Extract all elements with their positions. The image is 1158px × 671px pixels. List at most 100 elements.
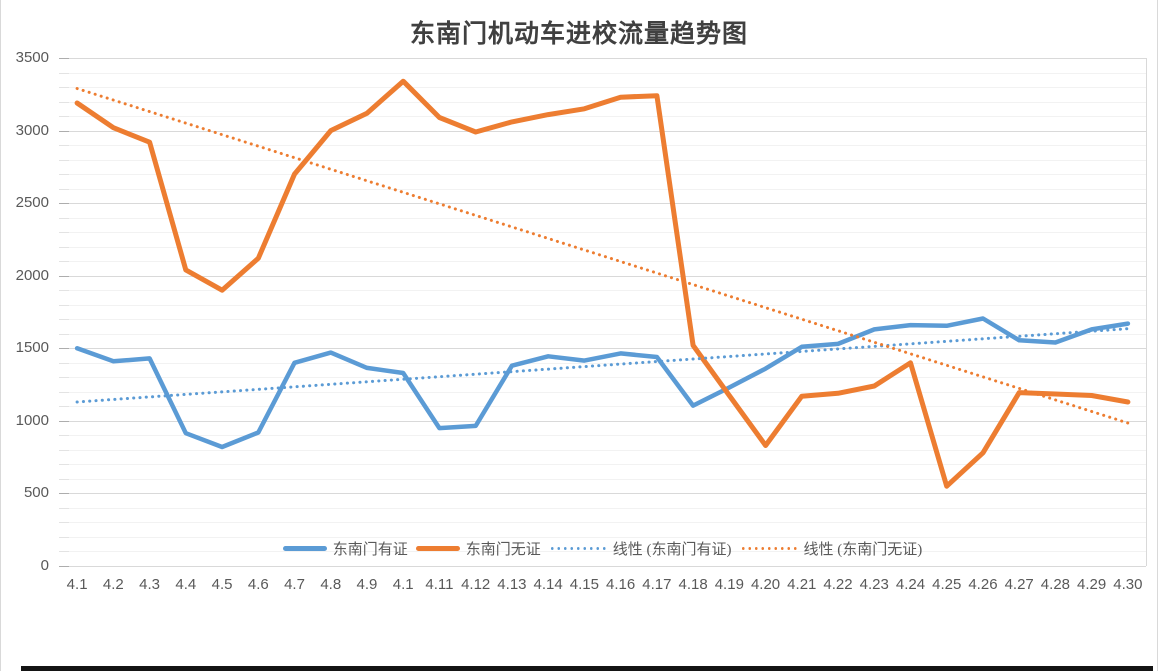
y-tick-mark <box>59 130 69 132</box>
series-line-trend-blue <box>75 327 1130 404</box>
x-tick-label: 4.1 <box>392 576 414 593</box>
x-tick-label: 4.23 <box>859 576 889 593</box>
y-tick-mark <box>59 58 69 59</box>
minor-gridline <box>59 449 1146 451</box>
legend: 东南门有证 东南门无证 线性 (东南门有证) 线性 (东南门无证) <box>59 537 1146 559</box>
x-tick-label: 4.3 <box>139 576 161 593</box>
minor-gridline <box>59 261 1146 263</box>
y-tick-mark <box>59 174 69 176</box>
x-tick-label: 4.19 <box>714 576 744 593</box>
x-tick-label: 4.1 <box>66 576 88 593</box>
y-tick-mark <box>59 275 69 277</box>
y-tick-mark <box>59 188 69 190</box>
minor-gridline <box>59 116 1146 118</box>
minor-gridline <box>59 159 1146 161</box>
y-tick-mark <box>59 449 69 451</box>
minor-gridline <box>59 188 1146 190</box>
major-gridline <box>59 58 1146 59</box>
y-tick-mark <box>59 87 69 89</box>
major-gridline <box>59 420 1146 422</box>
y-tick-label: 2000 <box>15 266 49 284</box>
series-line-blue <box>74 316 1131 450</box>
legend-swatch-dotted-blue <box>548 546 607 550</box>
y-tick-mark <box>59 507 69 509</box>
y-tick-mark <box>59 304 69 306</box>
legend-swatch-solid-blue <box>282 545 327 551</box>
y-tick-mark <box>59 203 69 205</box>
minor-gridline <box>59 333 1146 335</box>
series-line-orange <box>74 78 1131 489</box>
plot-right-border <box>1146 58 1147 566</box>
legend-label: 东南门无证 <box>465 541 541 558</box>
y-tick-mark <box>59 290 69 292</box>
y-tick-mark <box>59 493 69 495</box>
x-tick-label: 4.21 <box>787 576 817 593</box>
minor-gridline <box>59 246 1146 248</box>
minor-gridline <box>59 304 1146 306</box>
x-tick-label: 4.9 <box>356 576 378 593</box>
legend-item-trend-blue[interactable]: 线性 (东南门有证) <box>548 538 732 559</box>
minor-gridline <box>59 507 1146 509</box>
minor-gridline <box>59 362 1146 364</box>
x-tick-label: 4.16 <box>606 576 636 593</box>
y-tick-mark <box>59 261 69 263</box>
minor-gridline <box>59 174 1146 176</box>
x-tick-label: 4.18 <box>678 576 708 593</box>
y-tick-mark <box>59 377 69 379</box>
y-tick-label: 2500 <box>15 194 49 212</box>
y-tick-mark <box>59 145 69 147</box>
plot-area: 东南门有证 东南门无证 线性 (东南门有证) 线性 (东南门无证) <box>59 58 1146 567</box>
x-tick-label: 4.2 <box>102 576 124 593</box>
y-tick-mark <box>59 566 69 567</box>
y-tick-mark <box>59 348 69 350</box>
y-tick-mark <box>59 101 69 103</box>
x-tick-label: 4.17 <box>642 576 672 593</box>
x-tick-label: 4.24 <box>895 576 926 593</box>
minor-gridline <box>59 377 1146 379</box>
minor-gridline <box>59 391 1146 393</box>
y-tick-label: 3000 <box>15 121 49 139</box>
y-tick-mark <box>59 159 69 161</box>
y-tick-mark <box>59 522 69 524</box>
x-tick-label: 4.26 <box>968 576 998 593</box>
minor-gridline <box>59 435 1146 437</box>
minor-gridline <box>59 232 1146 234</box>
x-tick-label: 4.27 <box>1004 576 1034 593</box>
x-tick-label: 4.4 <box>175 576 197 593</box>
y-tick-mark <box>59 464 69 466</box>
y-tick-mark <box>59 319 69 321</box>
minor-gridline <box>59 145 1146 147</box>
x-tick-label: 4.15 <box>569 576 599 593</box>
minor-gridline <box>59 464 1146 466</box>
x-tick-label: 4.20 <box>750 576 781 593</box>
minor-gridline <box>59 478 1146 480</box>
legend-item-solid-orange[interactable]: 东南门无证 <box>415 538 541 559</box>
y-tick-label: 3500 <box>15 49 49 66</box>
taskbar-edge <box>21 666 1153 671</box>
legend-swatch-solid-orange <box>415 545 460 551</box>
minor-gridline <box>59 319 1146 321</box>
x-tick-label: 4.29 <box>1077 576 1107 593</box>
legend-item-solid-blue[interactable]: 东南门有证 <box>282 538 408 559</box>
legend-item-trend-orange[interactable]: 线性 (东南门无证) <box>739 538 922 559</box>
minor-gridline <box>59 536 1146 538</box>
x-tick-label: 4.25 <box>932 576 962 593</box>
chart-canvas <box>74 78 1131 489</box>
x-tick-label: 4.11 <box>425 576 454 593</box>
x-tick-label: 4.30 <box>1113 576 1143 593</box>
x-axis: 4.1 4.2 4.3 4.4 4.5 4.6 4.7 4.8 4.9 4.1 4.11 4.12 4.… <box>59 574 1146 598</box>
minor-gridline <box>59 217 1146 219</box>
major-gridline <box>59 566 1146 567</box>
y-tick-mark <box>59 217 69 219</box>
y-tick-mark <box>59 391 69 393</box>
minor-gridline <box>59 72 1146 74</box>
series-line-trend-orange <box>75 87 1130 425</box>
major-gridline <box>59 203 1146 205</box>
minor-gridline <box>59 522 1146 524</box>
y-tick-mark <box>59 420 69 422</box>
x-tick-label: 4.28 <box>1040 576 1071 593</box>
legend-label: 线性 (东南门有证) <box>612 541 732 558</box>
y-tick-mark <box>59 72 69 74</box>
y-tick-mark <box>59 116 69 118</box>
